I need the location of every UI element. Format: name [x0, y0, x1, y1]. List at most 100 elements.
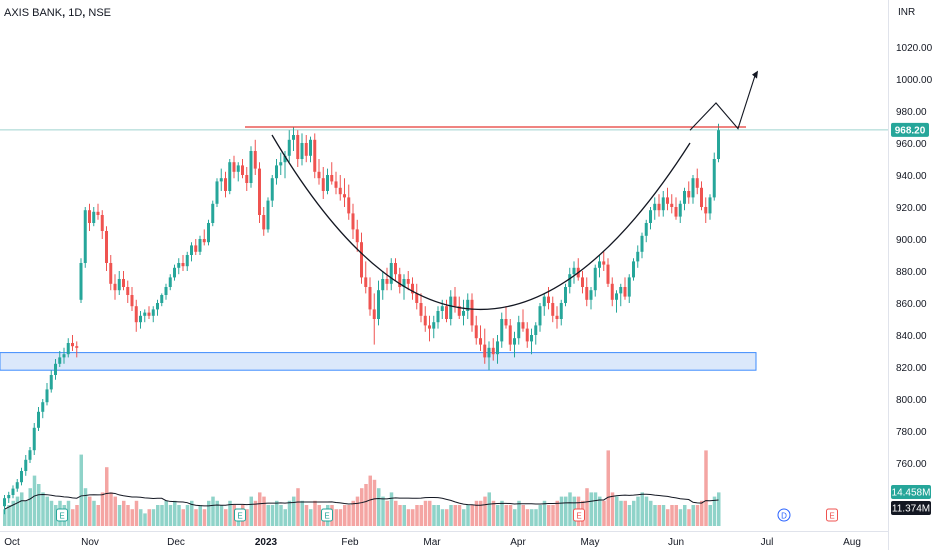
candle-body: [249, 151, 253, 183]
volume-bar: [585, 488, 589, 526]
volume-bar: [593, 492, 598, 526]
candle-body: [398, 274, 402, 287]
volume-bar: [389, 492, 394, 526]
volume-bar: [432, 505, 436, 526]
volume-bar: [105, 467, 109, 526]
volume-bar: [547, 505, 551, 526]
candle-body: [555, 315, 559, 319]
candle-body: [678, 203, 682, 217]
candle-body: [194, 245, 198, 252]
event-marker[interactable]: E: [826, 508, 838, 522]
candle-body: [241, 165, 244, 175]
candle-body: [589, 290, 593, 300]
projection-arrowhead: [752, 70, 758, 79]
candle-body: [164, 287, 168, 295]
volume-bar: [687, 509, 691, 526]
support-zone: [0, 352, 757, 371]
volume-bar: [207, 500, 211, 526]
candles: [3, 123, 720, 515]
candle-body: [436, 311, 440, 323]
event-marker-label: E: [59, 512, 64, 521]
volume-bar: [653, 505, 657, 526]
candle-body: [211, 203, 215, 223]
candle-body: [649, 210, 652, 223]
candle-body: [428, 325, 431, 329]
candle-body: [126, 287, 130, 295]
candle-body: [636, 251, 640, 262]
candle-body: [253, 151, 257, 169]
event-marker-label: E: [829, 512, 834, 521]
candle-body: [496, 341, 499, 355]
volume-bar: [691, 505, 695, 526]
candle-body: [143, 312, 147, 316]
volume-bar: [75, 505, 79, 526]
candle-body: [49, 375, 53, 390]
candle-body: [156, 303, 159, 310]
volume-bar: [292, 496, 296, 526]
volume-bar: [20, 492, 24, 526]
volume-bar: [419, 505, 423, 526]
symbol-interval: 1D: [68, 7, 83, 19]
projection-path: [689, 72, 757, 131]
event-marker[interactable]: E: [321, 508, 333, 522]
candle-body: [670, 203, 674, 207]
earnings-marker-shape: [826, 508, 838, 522]
volume-bar: [202, 509, 207, 526]
volume-bar: [632, 500, 636, 526]
candle-body: [270, 178, 274, 201]
volume-bar: [287, 500, 292, 526]
volume-bar: [156, 505, 160, 526]
volume-bar: [449, 505, 453, 526]
candle-body: [691, 178, 695, 198]
event-marker[interactable]: E: [56, 508, 68, 522]
volume-bar: [644, 496, 649, 526]
volume-bar: [185, 505, 190, 526]
volume-bar: [37, 484, 41, 526]
volume-bar: [678, 509, 683, 526]
event-marker[interactable]: E: [573, 508, 585, 522]
volume-bar: [406, 509, 411, 526]
candle-body: [71, 343, 74, 347]
candle-body: [181, 263, 185, 267]
volume-bar: [513, 509, 517, 526]
volume-bar: [88, 496, 92, 526]
volume-bar: [398, 505, 402, 526]
volume-bar: [428, 500, 432, 526]
event-marker-label: E: [237, 512, 242, 521]
volume-bar: [606, 450, 610, 526]
candle-body: [236, 165, 240, 172]
volume-bar: [474, 500, 479, 526]
volume-bar: [712, 496, 717, 526]
event-marker[interactable]: D: [777, 508, 791, 522]
candle-body: [640, 235, 644, 252]
last-price-label: 968.20: [895, 125, 926, 136]
y-tick-label: 800.00: [896, 395, 927, 406]
volume-bar: [224, 509, 228, 526]
volume-bar: [534, 509, 538, 526]
candle-body: [389, 263, 393, 284]
candle-body: [683, 191, 686, 204]
volume-bar: [15, 496, 20, 526]
event-marker[interactable]: E: [234, 508, 246, 522]
currency-label: INR: [898, 7, 915, 18]
volume-bar: [7, 505, 11, 526]
y-tick-label: 920.00: [896, 203, 927, 214]
volume-bar: [627, 505, 632, 526]
volume-bar: [96, 505, 100, 526]
volume-bar: [708, 505, 712, 526]
price-axis[interactable]: 1020.00 1000.00 980.00 960.00 940.00 920.00 90…: [891, 7, 932, 515]
x-tick-label: Jul: [761, 537, 774, 548]
candle-body: [232, 162, 236, 172]
volume-bar: [564, 496, 568, 526]
time-axis[interactable]: Oct Nov Dec 2023 Feb Mar Apr May Jun Jul Aug: [4, 537, 861, 548]
candle-body: [411, 283, 414, 294]
volume-bar: [462, 509, 466, 526]
y-tick-label: 780.00: [896, 427, 927, 438]
candle-body: [300, 143, 304, 159]
y-tick-label: 1000.00: [896, 75, 932, 86]
volume-bars: [3, 450, 721, 526]
candle-body: [309, 139, 312, 156]
symbol-title: AXIS BANK, 1D, NSE: [4, 7, 112, 19]
